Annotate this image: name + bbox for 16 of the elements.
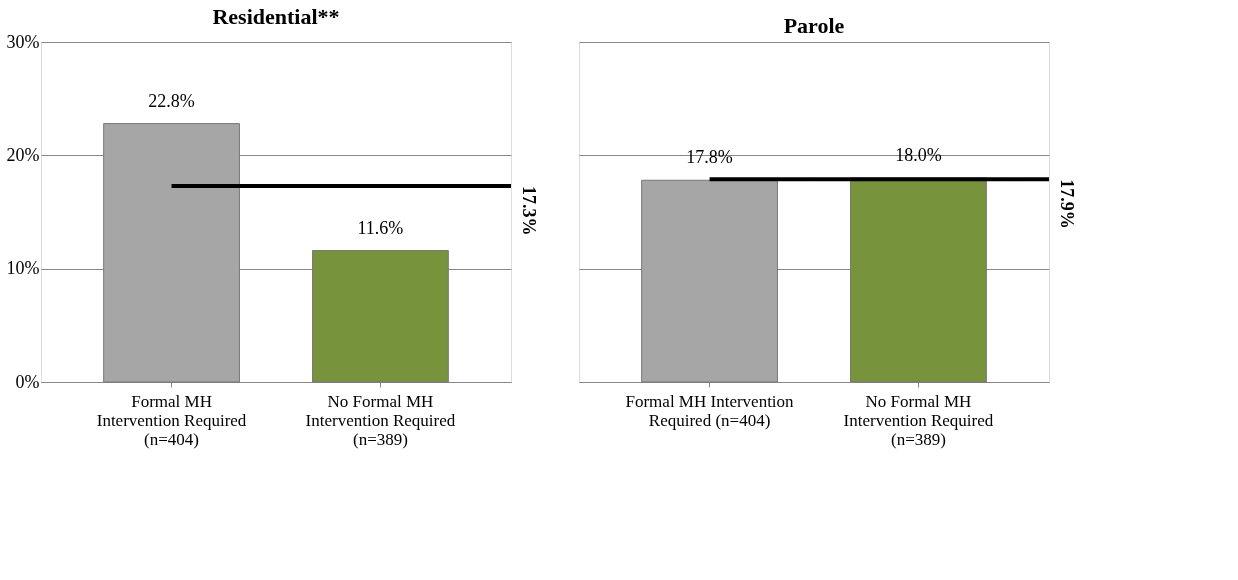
data-label: 11.6% xyxy=(357,217,404,238)
ref-line-label: 17.3% xyxy=(519,185,539,236)
y-tick-label: 10% xyxy=(6,258,40,279)
data-label: 22.8% xyxy=(148,90,195,111)
x-tick-label: No Formal MH Intervention Required (n=389) xyxy=(843,391,994,449)
y-tick-label: 0% xyxy=(15,371,40,392)
y-tick-label: 20% xyxy=(6,144,40,165)
ref-line-label: 17.9% xyxy=(1057,179,1077,229)
x-tick-label: No Formal MH Intervention Required (n=389) xyxy=(305,391,456,449)
y-tick-label: 30% xyxy=(6,31,40,52)
data-label: 18.0% xyxy=(895,145,942,165)
data-label: 17.8% xyxy=(686,147,733,168)
x-tick-label: Formal MH Intervention Required (n=404) xyxy=(625,391,795,430)
chart-title: Parole xyxy=(783,13,845,38)
chart-title: Residential** xyxy=(212,4,340,29)
x-tick-label: Formal MH Intervention Required (n=404) xyxy=(96,391,247,449)
